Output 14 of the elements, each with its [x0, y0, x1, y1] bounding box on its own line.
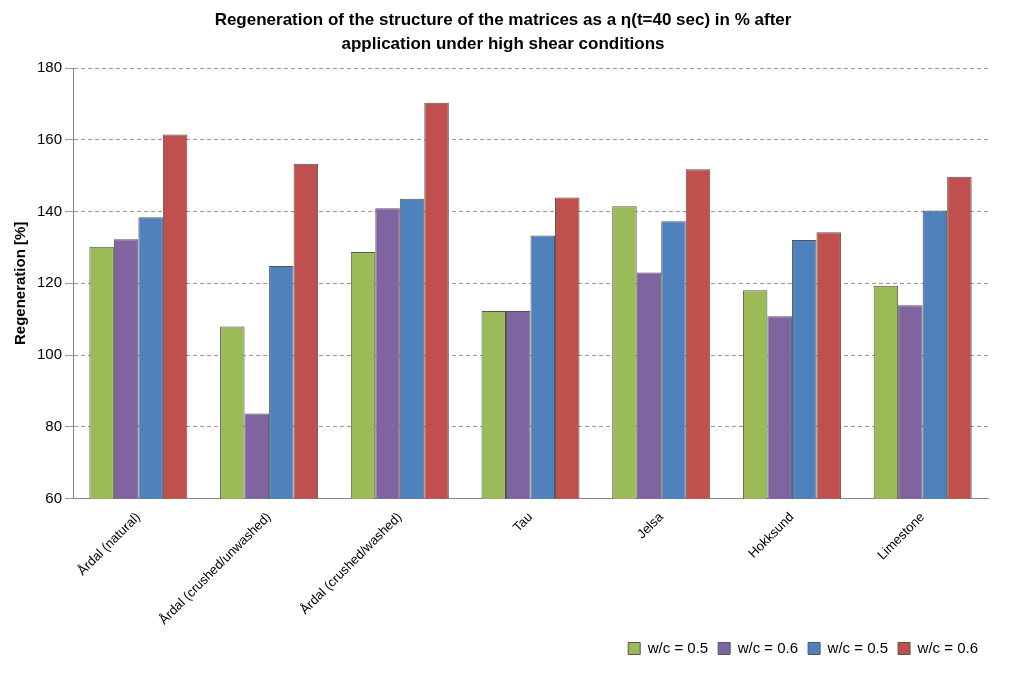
y-axis-title: Regeneration [%]: [11, 221, 29, 346]
y-tick-label: 160: [37, 129, 63, 147]
legend-label: w/c = 0.5: [646, 638, 709, 656]
legend-label: w/c = 0.6: [916, 638, 979, 656]
chart-title: Regeneration of the structure of the matrices as a η(t=40 sec) in % after application under high shear conditions: [213, 9, 793, 55]
y-tick-label: 120: [37, 273, 63, 291]
y-tick-label: 80: [45, 417, 63, 435]
x-tick-label: Tau: [509, 509, 536, 535]
y-tick-label: 100: [37, 345, 63, 363]
y-tick-label: 60: [45, 488, 63, 506]
legend-label: w/c = 0.5: [826, 638, 889, 656]
y-tick-label: 140: [37, 201, 63, 219]
y-tick-label: 180: [37, 58, 63, 76]
legend-label: w/c = 0.6: [736, 638, 799, 656]
